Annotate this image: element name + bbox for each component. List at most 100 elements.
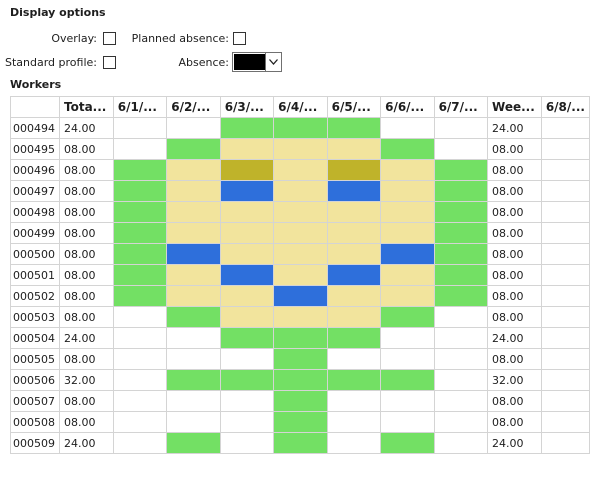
total-cell[interactable]: 08.00: [59, 201, 114, 223]
table-row[interactable]: 000502 08.00 08.00: [10, 285, 590, 307]
day-cell[interactable]: [112, 306, 168, 328]
day-cell[interactable]: [326, 306, 382, 328]
day-cell[interactable]: [433, 180, 489, 202]
day-cell[interactable]: [380, 117, 435, 139]
column-header-day[interactable]: 6/2/...: [166, 96, 221, 118]
day-cell[interactable]: [326, 201, 382, 223]
day-cell[interactable]: [166, 117, 221, 139]
day-cell[interactable]: [219, 138, 275, 160]
day-cell[interactable]: [380, 222, 435, 244]
day-cell[interactable]: [219, 306, 275, 328]
total-cell[interactable]: 32.00: [59, 369, 114, 391]
day-cell[interactable]: [540, 138, 590, 160]
table-row[interactable]: 000507 08.00 08.00: [10, 390, 590, 412]
table-row[interactable]: 000500 08.00 08.00: [10, 243, 590, 265]
day-cell[interactable]: [219, 369, 275, 391]
absence-color-select[interactable]: [232, 52, 282, 72]
day-cell[interactable]: [326, 411, 382, 433]
day-cell[interactable]: [380, 201, 435, 223]
day-cell[interactable]: [166, 243, 221, 265]
day-cell[interactable]: [326, 432, 382, 454]
day-cell[interactable]: [112, 348, 168, 370]
day-cell[interactable]: [112, 201, 168, 223]
column-header-day[interactable]: 6/4/...: [273, 96, 328, 118]
day-cell[interactable]: [112, 138, 168, 160]
day-cell[interactable]: [273, 348, 328, 370]
day-cell[interactable]: [326, 264, 382, 286]
day-cell[interactable]: [219, 117, 275, 139]
day-cell[interactable]: [433, 348, 489, 370]
worker-id-cell[interactable]: 000506: [10, 369, 60, 391]
day-cell[interactable]: [219, 348, 275, 370]
worker-id-cell[interactable]: 000509: [10, 432, 60, 454]
day-cell[interactable]: [166, 159, 221, 181]
table-row[interactable]: 000496 08.00 08.00: [10, 159, 590, 181]
day-cell[interactable]: [540, 222, 590, 244]
week-total-cell[interactable]: 08.00: [487, 285, 542, 307]
day-cell[interactable]: [273, 138, 328, 160]
day-cell[interactable]: [380, 348, 435, 370]
day-cell[interactable]: [433, 327, 489, 349]
day-cell[interactable]: [273, 390, 328, 412]
table-row[interactable]: 000504 24.00 24.00: [10, 327, 590, 349]
column-header-day[interactable]: 6/1/...: [112, 96, 168, 118]
worker-id-cell[interactable]: 000502: [10, 285, 60, 307]
day-cell[interactable]: [540, 306, 590, 328]
day-cell[interactable]: [326, 285, 382, 307]
day-cell[interactable]: [273, 243, 328, 265]
week-total-cell[interactable]: 08.00: [487, 201, 542, 223]
day-cell[interactable]: [540, 285, 590, 307]
day-cell[interactable]: [540, 180, 590, 202]
total-cell[interactable]: 08.00: [59, 348, 114, 370]
day-cell[interactable]: [433, 138, 489, 160]
table-row[interactable]: 000494 24.00 24.00: [10, 117, 590, 139]
day-cell[interactable]: [540, 348, 590, 370]
day-cell[interactable]: [326, 327, 382, 349]
overlay-checkbox[interactable]: [103, 32, 116, 45]
week-total-cell[interactable]: 08.00: [487, 390, 542, 412]
day-cell[interactable]: [540, 327, 590, 349]
day-cell[interactable]: [433, 306, 489, 328]
day-cell[interactable]: [166, 201, 221, 223]
day-cell[interactable]: [273, 159, 328, 181]
day-cell[interactable]: [433, 390, 489, 412]
table-row[interactable]: 000506 32.00 32.00: [10, 369, 590, 391]
total-cell[interactable]: 08.00: [59, 222, 114, 244]
worker-id-cell[interactable]: 000501: [10, 264, 60, 286]
day-cell[interactable]: [219, 411, 275, 433]
day-cell[interactable]: [112, 222, 168, 244]
day-cell[interactable]: [326, 243, 382, 265]
worker-id-cell[interactable]: 000508: [10, 411, 60, 433]
day-cell[interactable]: [433, 222, 489, 244]
day-cell[interactable]: [540, 264, 590, 286]
day-cell[interactable]: [326, 369, 382, 391]
day-cell[interactable]: [166, 411, 221, 433]
day-cell[interactable]: [540, 117, 590, 139]
day-cell[interactable]: [112, 369, 168, 391]
day-cell[interactable]: [166, 327, 221, 349]
day-cell[interactable]: [540, 201, 590, 223]
worker-id-cell[interactable]: 000494: [10, 117, 60, 139]
week-total-cell[interactable]: 08.00: [487, 348, 542, 370]
total-cell[interactable]: 08.00: [59, 411, 114, 433]
day-cell[interactable]: [166, 390, 221, 412]
column-header-day[interactable]: 6/5/...: [326, 96, 382, 118]
day-cell[interactable]: [380, 411, 435, 433]
day-cell[interactable]: [166, 432, 221, 454]
day-cell[interactable]: [326, 138, 382, 160]
day-cell[interactable]: [540, 369, 590, 391]
day-cell[interactable]: [112, 285, 168, 307]
week-total-cell[interactable]: 08.00: [487, 138, 542, 160]
day-cell[interactable]: [540, 411, 590, 433]
day-cell[interactable]: [166, 180, 221, 202]
day-cell[interactable]: [219, 327, 275, 349]
day-cell[interactable]: [219, 201, 275, 223]
worker-id-cell[interactable]: 000504: [10, 327, 60, 349]
planned-absence-checkbox[interactable]: [233, 32, 246, 45]
worker-id-cell[interactable]: 000500: [10, 243, 60, 265]
day-cell[interactable]: [433, 201, 489, 223]
week-total-cell[interactable]: 24.00: [487, 117, 542, 139]
day-cell[interactable]: [219, 180, 275, 202]
table-row[interactable]: 000501 08.00 08.00: [10, 264, 590, 286]
column-header-day[interactable]: 6/3/...: [219, 96, 275, 118]
